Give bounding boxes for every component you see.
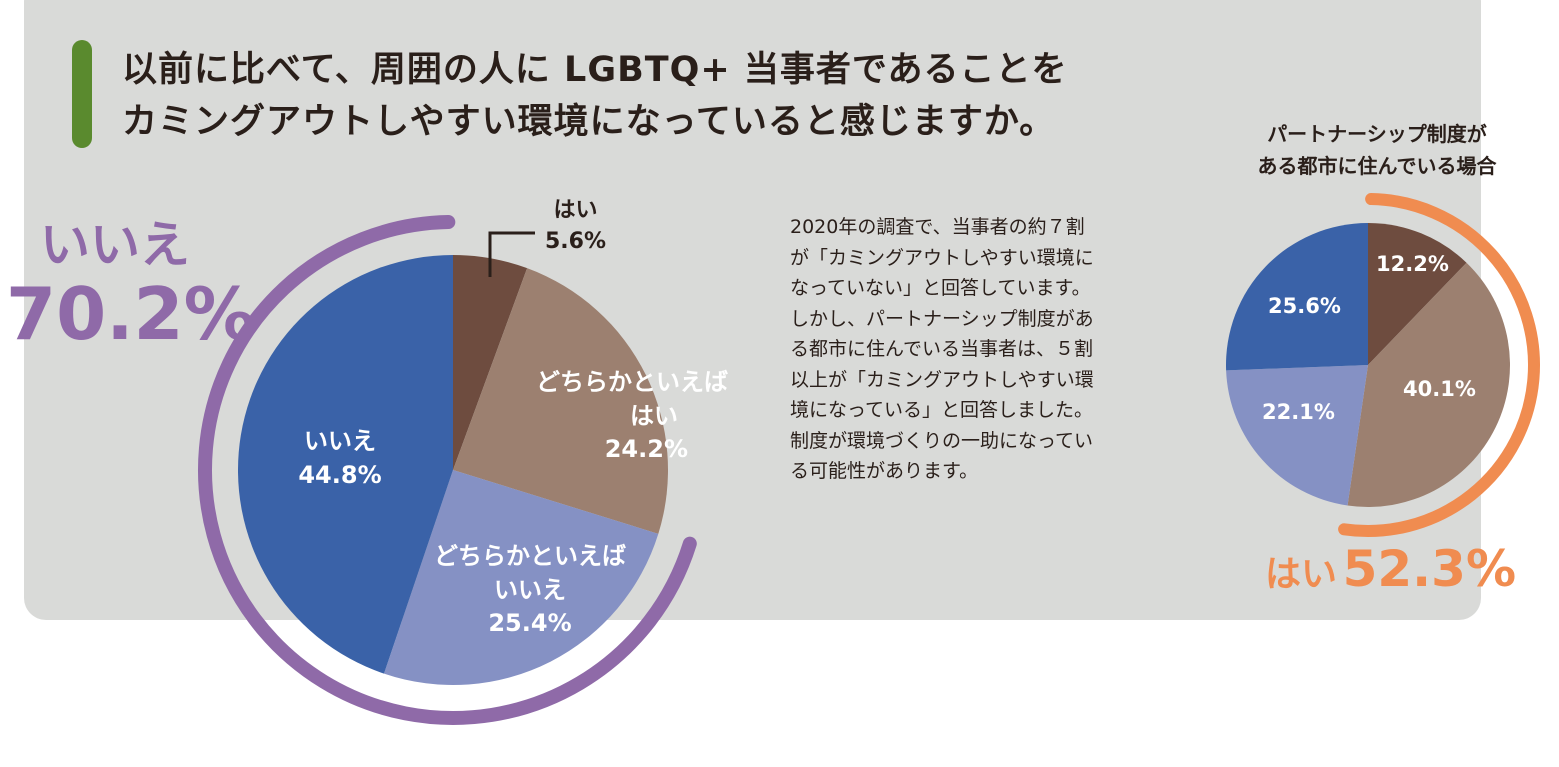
label-rather-no: どちらかといえば いいえ 25.4% <box>434 542 626 638</box>
main-pie-slice-1 <box>453 268 668 534</box>
small-pie-slice-1 <box>1347 262 1511 507</box>
small-label-no: 25.6% <box>1268 294 1341 318</box>
yes-summary-arc <box>1338 193 1540 537</box>
page-title: 以前に比べて、周囲の人に LGBTQ+ 当事者であることを カミングアウトしやす… <box>122 44 1068 148</box>
label-no: いいえ 44.8% <box>298 427 382 489</box>
small-label-yes: 12.2% <box>1376 252 1449 276</box>
label-rather-yes: どちらかといえば はい 24.2% <box>536 368 728 464</box>
main-pie-slice-2 <box>383 470 659 685</box>
main-pie-slice-3 <box>237 255 453 674</box>
no-summary-label: いいえ <box>40 216 190 274</box>
label-yes: はい 5.6% <box>545 198 607 254</box>
small-pie-slice-2 <box>1226 365 1368 506</box>
small-pie-slice-3 <box>1226 223 1368 371</box>
no-summary-arc <box>198 215 697 725</box>
yes-summary: はい 52.3% <box>1265 540 1517 598</box>
small-label-rather-yes: 40.1% <box>1403 377 1476 401</box>
main-pie-slice-0 <box>453 255 528 470</box>
yes-leader-line <box>488 231 535 277</box>
small-label-rather-no: 22.1% <box>1262 400 1335 424</box>
title-line-1: 以前に比べて、周囲の人に LGBTQ+ 当事者であることを <box>122 50 1068 90</box>
title-line-2: カミングアウトしやすい環境になっていると感じますか。 <box>122 102 1056 142</box>
small-chart-title: パートナーシップ制度が ある都市に住んでいる場合 <box>1257 122 1497 178</box>
body-text: 2020年の調査で、当事者の約７割 が「カミングアウトしやすい環境に なっていない」… <box>790 216 1094 482</box>
title-accent-bar <box>72 40 92 148</box>
no-summary-value: 70.2% <box>6 272 256 356</box>
small-pie-slice-0 <box>1368 223 1467 365</box>
